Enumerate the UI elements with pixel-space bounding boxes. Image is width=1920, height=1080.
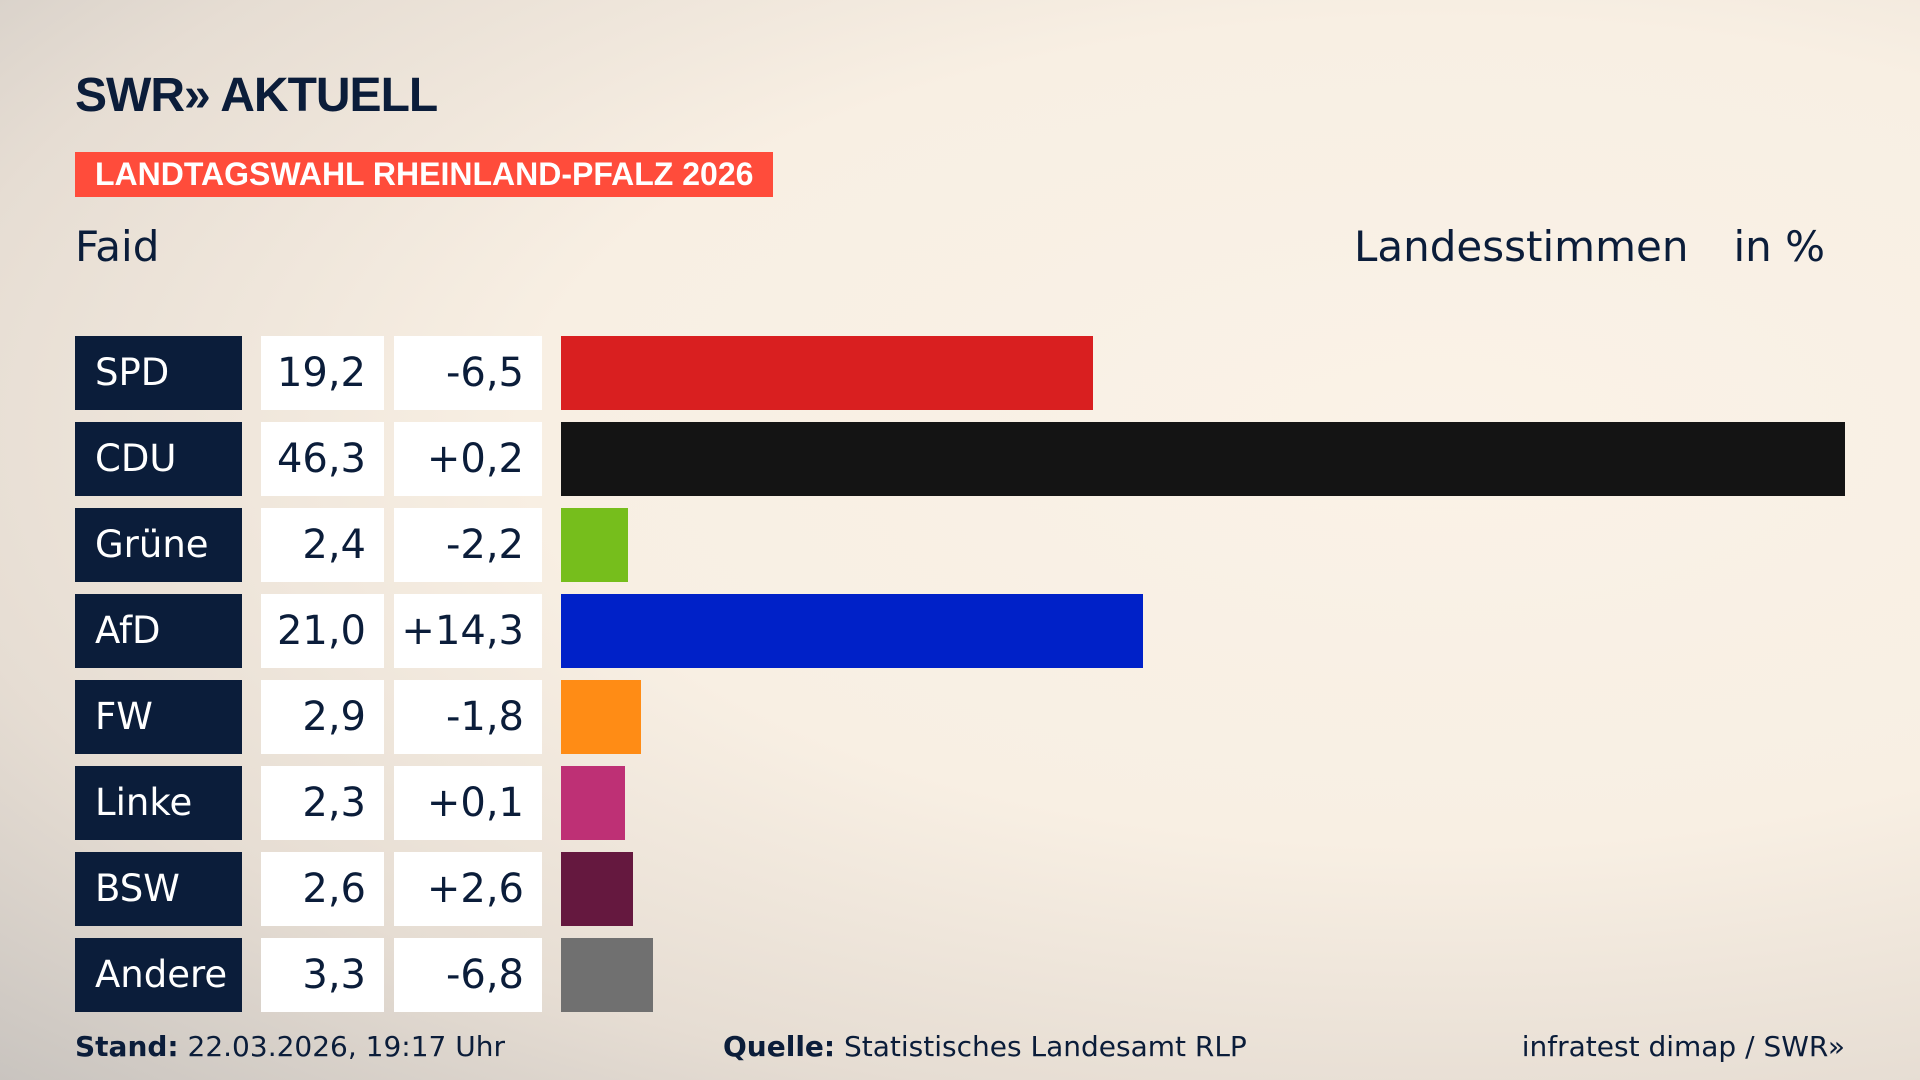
party-label: BSW bbox=[75, 852, 242, 926]
value-label: 19,2 bbox=[261, 336, 384, 410]
result-row: Linke 2,3 +0,1 bbox=[75, 766, 625, 840]
result-row: BSW 2,6 +2,6 bbox=[75, 852, 634, 926]
diff-label: -6,8 bbox=[394, 938, 542, 1012]
place-title: Faid bbox=[75, 222, 160, 271]
result-row: Grüne 2,4 -2,2 bbox=[75, 508, 628, 582]
bar-cdu bbox=[561, 422, 1845, 496]
election-banner: LANDTAGSWAHL RHEINLAND-PFALZ 2026 bbox=[75, 152, 774, 197]
result-row: AfD 21,0 +14,3 bbox=[75, 594, 1144, 668]
diff-label: -6,5 bbox=[394, 336, 542, 410]
party-label: Andere bbox=[75, 938, 242, 1012]
bar-bsw bbox=[561, 852, 634, 926]
bar-linke bbox=[561, 766, 625, 840]
diff-label: +2,6 bbox=[394, 852, 542, 926]
bar-afd bbox=[561, 594, 1144, 668]
party-label: SPD bbox=[75, 336, 242, 410]
result-row: Andere 3,3 -6,8 bbox=[75, 938, 653, 1012]
value-label: 2,6 bbox=[261, 852, 384, 926]
diff-label: -1,8 bbox=[394, 680, 542, 754]
party-label: FW bbox=[75, 680, 242, 754]
diff-label: +14,3 bbox=[394, 594, 542, 668]
value-label: 2,3 bbox=[261, 766, 384, 840]
value-label: 21,0 bbox=[261, 594, 384, 668]
source: Quelle: Statistisches Landesamt RLP bbox=[723, 1030, 1247, 1063]
result-row: CDU 46,3 +0,2 bbox=[75, 422, 1845, 496]
source-value: Statistisches Landesamt RLP bbox=[844, 1030, 1247, 1063]
bar-grüne bbox=[561, 508, 628, 582]
result-row: FW 2,9 -1,8 bbox=[75, 680, 642, 754]
party-label: Linke bbox=[75, 766, 242, 840]
unit-label: in % bbox=[1733, 222, 1825, 271]
diff-label: +0,2 bbox=[394, 422, 542, 496]
value-label: 46,3 bbox=[261, 422, 384, 496]
credit: infratest dimap / SWR» bbox=[1521, 1030, 1845, 1063]
diff-label: +0,1 bbox=[394, 766, 542, 840]
measure-label: Landesstimmen bbox=[1354, 222, 1689, 271]
chart-meta: Landesstimmen in % bbox=[1309, 222, 1825, 271]
diff-label: -2,2 bbox=[394, 508, 542, 582]
result-row: SPD 19,2 -6,5 bbox=[75, 336, 1094, 410]
value-label: 3,3 bbox=[261, 938, 384, 1012]
bar-fw bbox=[561, 680, 642, 754]
bar-andere bbox=[561, 938, 653, 1012]
stand-label: Stand: bbox=[75, 1030, 179, 1063]
stand-value: 22.03.2026, 19:17 Uhr bbox=[187, 1030, 505, 1063]
value-label: 2,9 bbox=[261, 680, 384, 754]
value-label: 2,4 bbox=[261, 508, 384, 582]
party-label: CDU bbox=[75, 422, 242, 496]
source-label: Quelle: bbox=[723, 1030, 836, 1063]
party-label: AfD bbox=[75, 594, 242, 668]
swr-aktuell-logo: SWR» AKTUELL bbox=[75, 69, 438, 122]
party-label: Grüne bbox=[75, 508, 242, 582]
bar-spd bbox=[561, 336, 1094, 410]
timestamp: Stand: 22.03.2026, 19:17 Uhr bbox=[75, 1030, 505, 1063]
